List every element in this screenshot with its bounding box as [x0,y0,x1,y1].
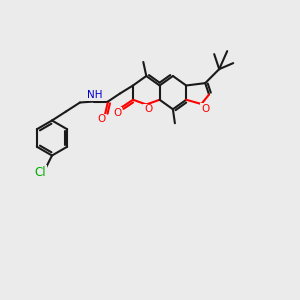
Text: O: O [144,104,152,115]
Text: O: O [201,104,209,114]
Text: O: O [97,115,105,124]
Text: O: O [113,108,121,118]
Text: NH: NH [87,91,103,100]
Text: Cl: Cl [34,166,46,179]
